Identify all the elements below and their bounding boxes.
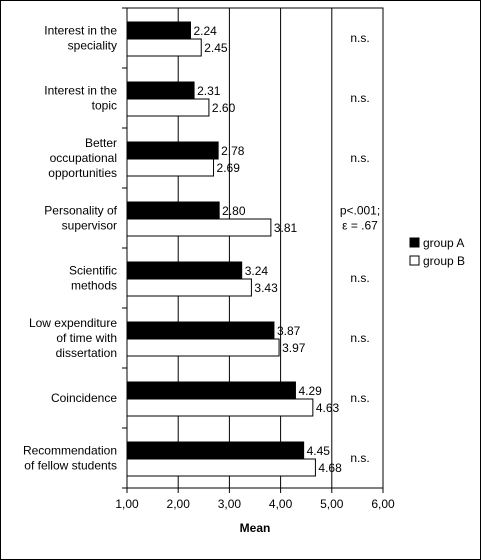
bar-group-b[interactable] — [126, 278, 252, 297]
bar-group-b[interactable] — [126, 338, 280, 357]
bar-group-b[interactable] — [126, 38, 202, 57]
bar-group-b[interactable] — [126, 458, 316, 477]
data-label-group-a: 3.24 — [245, 264, 269, 278]
category-label: Better — [85, 136, 117, 150]
category-label: Personality of — [44, 204, 117, 218]
legend-label-group-b: group B — [423, 254, 465, 268]
data-label-group-b: 2.60 — [212, 101, 236, 115]
significance-label: n.s. — [350, 31, 369, 45]
category-label: Recommendation — [23, 444, 117, 458]
significance-label: ε = .67 — [342, 219, 378, 233]
x-tick-label: 5,00 — [320, 497, 344, 511]
category-label: speciality — [68, 39, 117, 53]
legend-swatch-group-a — [409, 237, 420, 248]
bar-group-a[interactable] — [126, 21, 191, 40]
x-tick-label: 6,00 — [371, 497, 395, 511]
bar-group-a[interactable] — [126, 141, 219, 160]
bar-group-b[interactable] — [126, 398, 314, 417]
significance-label: n.s. — [350, 331, 369, 345]
data-label-group-b: 4.63 — [316, 401, 340, 415]
data-label-group-a: 2.78 — [221, 144, 245, 158]
data-label-group-a: 4.29 — [298, 384, 322, 398]
x-tick-label: 4,00 — [269, 497, 293, 511]
x-tick-label: 2,00 — [167, 497, 191, 511]
data-label-group-b: 4.68 — [318, 461, 342, 475]
category-label: Interest in the — [44, 24, 117, 38]
category-label: dissertation — [56, 346, 117, 360]
data-label-group-a: 2.80 — [222, 204, 246, 218]
data-label-group-b: 2.45 — [204, 41, 228, 55]
bar-group-b[interactable] — [126, 218, 272, 237]
bar-group-a[interactable] — [126, 261, 243, 280]
significance-label: n.s. — [350, 151, 369, 165]
category-label: topic — [92, 99, 117, 113]
significance-label: p<.001; — [340, 204, 380, 218]
significance-label: n.s. — [350, 391, 369, 405]
legend-swatch-group-b — [409, 255, 420, 266]
data-label-group-a: 2.31 — [197, 84, 221, 98]
bar-group-a[interactable] — [126, 201, 220, 220]
bar-group-a[interactable] — [126, 321, 275, 340]
data-label-group-b: 2.69 — [217, 161, 241, 175]
significance-label: n.s. — [350, 271, 369, 285]
category-label: opportunities — [48, 166, 117, 180]
data-label-group-b: 3.43 — [254, 281, 278, 295]
category-label: Coincidence — [51, 391, 117, 405]
category-label: methods — [71, 279, 117, 293]
category-label: Scientific — [69, 264, 117, 278]
category-label: of time with — [56, 331, 117, 345]
bar-group-b[interactable] — [126, 158, 215, 177]
data-label-group-a: 2.24 — [193, 24, 217, 38]
legend-label-group-a: group A — [423, 236, 464, 250]
bar-group-a[interactable] — [126, 81, 195, 100]
bar-group-a[interactable] — [126, 441, 305, 460]
data-label-group-b: 3.97 — [282, 341, 306, 355]
bar-group-b[interactable] — [126, 98, 210, 117]
significance-label: n.s. — [350, 451, 369, 465]
data-label-group-a: 3.87 — [277, 324, 301, 338]
data-label-group-a: 4.45 — [307, 444, 331, 458]
bar-group-a[interactable] — [126, 381, 296, 400]
x-tick-label: 1,00 — [115, 497, 139, 511]
category-label: Low expenditure — [29, 316, 117, 330]
data-label-group-b: 3.81 — [274, 221, 298, 235]
x-axis-label: Mean — [240, 521, 271, 535]
significance-label: n.s. — [350, 91, 369, 105]
category-label: occupational — [50, 151, 117, 165]
category-label: supervisor — [62, 219, 117, 233]
category-label: Interest in the — [44, 84, 117, 98]
x-tick-label: 3,00 — [218, 497, 242, 511]
category-label: of fellow students — [24, 459, 117, 473]
